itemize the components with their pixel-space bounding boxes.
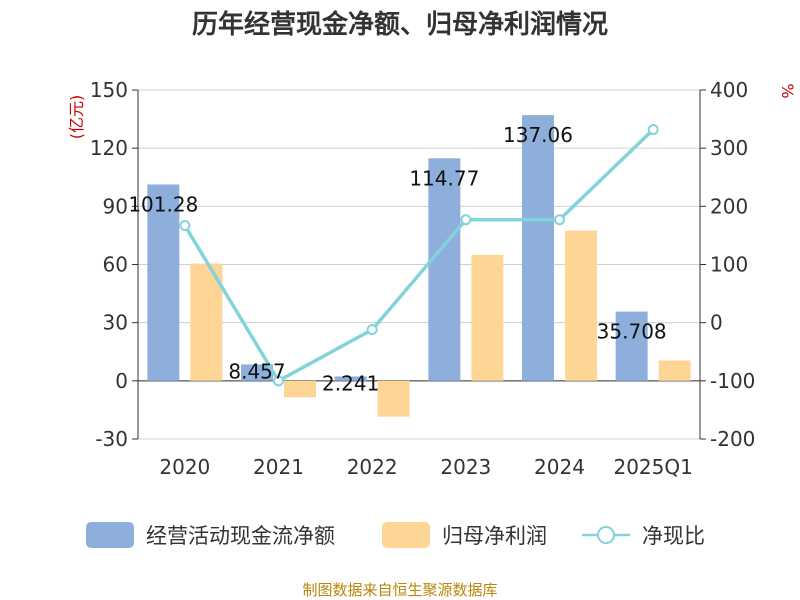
right-tick-label: -100 <box>710 369 755 393</box>
right-tick-label: 400 <box>710 78 748 102</box>
bar-profit[interactable] <box>190 263 223 381</box>
x-category-label: 2023 <box>440 455 491 479</box>
bar-cashflow[interactable] <box>522 115 554 381</box>
ratio-point[interactable] <box>554 214 565 226</box>
data-labels: 101.28 8.457 2.241 114.77 137.06 35.708 <box>128 123 666 395</box>
bar-cashflow[interactable] <box>334 376 367 381</box>
bar-value-label: 114.77 <box>409 166 479 190</box>
ratio-point[interactable] <box>179 220 191 232</box>
left-axis-ticks: 150 120 90 60 30 0 -30 <box>90 78 138 451</box>
bar-profit[interactable] <box>284 380 316 398</box>
ratio-point[interactable] <box>273 375 284 387</box>
bars <box>147 115 691 417</box>
right-tick-label: -200 <box>710 427 755 451</box>
bar-value-label: 137.06 <box>503 123 573 147</box>
left-tick-label: 90 <box>103 194 128 218</box>
ratio-point[interactable] <box>460 214 472 226</box>
x-category-label: 2021 <box>253 455 304 479</box>
left-tick-label: 30 <box>103 311 128 335</box>
bar-value-label: 8.457 <box>228 359 285 383</box>
bar-profit[interactable] <box>565 230 597 381</box>
bar-cashflow[interactable] <box>241 364 273 381</box>
left-tick-label: 150 <box>90 78 128 102</box>
ratio-line <box>179 124 659 387</box>
chart-title: 历年经营现金净额、归母净利润情况 <box>192 9 608 40</box>
left-tick-label: 60 <box>103 253 128 277</box>
legend-swatch-profit <box>382 522 430 548</box>
right-tick-label: 100 <box>710 253 748 277</box>
right-axis-unit: % <box>778 83 797 98</box>
legend-label-cashflow: 经营活动现金流净额 <box>146 524 335 548</box>
grid <box>137 89 701 440</box>
x-category-label: 2024 <box>534 455 585 479</box>
source-note: 制图数据来自恒生聚源数据库 <box>302 581 497 599</box>
legend[interactable]: 经营活动现金流净额 归母净利润 净现比 <box>86 522 705 548</box>
bar-value-label: 35.708 <box>597 320 667 344</box>
bar-profit[interactable] <box>658 360 691 381</box>
bar-cashflow[interactable] <box>615 311 648 381</box>
right-tick-label: 200 <box>710 194 748 218</box>
ratio-line-path <box>183 128 655 384</box>
bar-value-label: 2.241 <box>322 371 379 395</box>
ratio-point[interactable] <box>647 124 659 136</box>
right-tick-label: 300 <box>710 136 748 160</box>
bar-profit[interactable] <box>471 254 504 381</box>
x-category-label: 2025Q1 <box>613 455 692 479</box>
bar-value-label: 101.28 <box>128 192 198 216</box>
right-axis-ticks: 400 300 200 100 0 -100 -200 <box>700 78 755 451</box>
x-category-label: 2022 <box>347 455 398 479</box>
ratio-point[interactable] <box>366 324 378 336</box>
right-tick-label: 0 <box>710 311 723 335</box>
legend-label-ratio: 净现比 <box>642 524 705 548</box>
bar-cashflow[interactable] <box>147 184 180 381</box>
x-axis-categories: 2020 2021 2022 2023 2024 2025Q1 <box>159 455 692 479</box>
bar-profit[interactable] <box>377 380 410 417</box>
legend-swatch-cashflow <box>86 522 134 548</box>
left-tick-label: 120 <box>90 136 128 160</box>
left-tick-label: 0 <box>115 369 128 393</box>
x-category-label: 2020 <box>159 455 210 479</box>
left-tick-label: -30 <box>95 427 128 451</box>
left-axis-unit: (亿元) <box>67 95 86 140</box>
legend-swatch-ratio-marker <box>597 526 615 544</box>
legend-label-profit: 归母净利润 <box>442 524 547 548</box>
bar-cashflow[interactable] <box>428 158 461 381</box>
